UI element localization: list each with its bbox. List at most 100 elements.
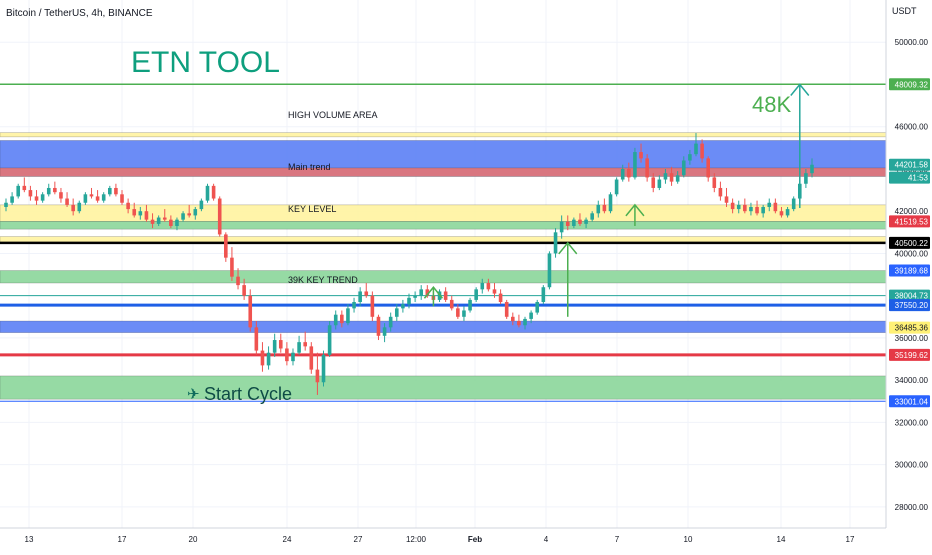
candle-body	[669, 173, 674, 182]
candle-body	[340, 314, 344, 324]
high-volume-label: HIGH VOLUME AREA	[288, 110, 378, 120]
candle	[193, 206, 198, 220]
candle	[541, 285, 546, 305]
price-label: 35199.62	[889, 348, 930, 361]
candle-body	[456, 308, 460, 317]
time-tick-label: 10	[684, 535, 693, 544]
candle-body	[810, 164, 814, 174]
candle-body	[791, 198, 796, 210]
candle-body	[101, 194, 106, 201]
candle-body	[755, 206, 759, 214]
price-label-box	[889, 348, 930, 361]
currency-unit: USDT	[892, 6, 917, 16]
arrow-head	[423, 286, 444, 299]
candle	[285, 342, 289, 366]
price-label: 38004.73	[889, 289, 930, 302]
candle-body	[217, 198, 222, 235]
candle	[627, 162, 631, 182]
arrows-layer	[423, 83, 810, 317]
candle-body	[627, 168, 631, 178]
price-label-text: 44201.58	[895, 161, 929, 170]
candle-body	[46, 187, 51, 195]
time-tick-label: 13	[25, 535, 34, 544]
price-label: 36485.36	[889, 321, 930, 334]
candle-body	[71, 204, 75, 212]
price-label-text: 41:53	[908, 174, 929, 183]
candle-body	[572, 219, 576, 226]
price-label-text: 36485.36	[895, 324, 929, 333]
candle-body	[285, 348, 289, 362]
candle	[645, 154, 649, 182]
candle	[468, 297, 472, 313]
candle	[95, 190, 100, 203]
candle	[187, 204, 191, 218]
candle	[59, 187, 63, 203]
candle-body	[761, 206, 765, 214]
candle-body	[309, 346, 314, 370]
price-label: 44201.58	[889, 158, 930, 171]
candle-body	[394, 308, 399, 317]
key-level-label: KEY LEVEL	[288, 204, 336, 214]
price-tick-label: 46000.00	[895, 123, 929, 132]
candle-body	[303, 342, 307, 347]
candle-body	[278, 340, 283, 349]
candle	[22, 177, 27, 193]
candle	[559, 215, 564, 239]
price-label-box	[889, 215, 930, 228]
candle	[303, 331, 307, 351]
candle	[547, 251, 552, 290]
candle-body	[95, 196, 100, 201]
target-arrow	[790, 83, 810, 209]
price-axis[interactable]: 28000.00 30000.00 32000.00 34000.00 36000.00…	[885, 0, 932, 550]
candle-body	[712, 177, 717, 188]
candle	[321, 350, 326, 387]
candle	[40, 192, 45, 203]
candles-layer	[4, 133, 814, 395]
candle-body	[504, 302, 509, 317]
price-label-box	[889, 158, 930, 171]
candle	[486, 278, 491, 292]
candle	[199, 198, 204, 212]
candle-body	[352, 302, 356, 309]
candle	[407, 293, 411, 309]
candle	[749, 202, 753, 216]
candle	[620, 164, 625, 182]
candle	[34, 190, 39, 205]
candle	[28, 185, 33, 201]
candle-body	[443, 291, 448, 300]
price-label: 41:53	[889, 171, 930, 184]
candle-body	[364, 291, 369, 296]
candle-body	[358, 291, 362, 303]
candle-body	[614, 179, 619, 195]
candle	[205, 183, 210, 203]
candle	[669, 166, 674, 186]
price-label: 48009.32	[889, 78, 930, 91]
candle-body	[486, 283, 491, 290]
candle	[114, 183, 118, 197]
candle-body	[150, 219, 155, 224]
candle-body	[205, 185, 210, 201]
time-axis-background	[0, 528, 932, 550]
candle	[266, 346, 271, 370]
symbol-title: Bitcoin / TetherUS, 4h, BINANCE	[6, 8, 153, 19]
pink-zone	[0, 167, 887, 177]
candle-body	[425, 289, 430, 296]
candle-body	[596, 204, 601, 214]
time-tick-label: 20	[189, 535, 198, 544]
candle	[773, 198, 778, 214]
candle	[730, 198, 735, 214]
time-axis[interactable]: 13 17 20 24 27 12:00 Feb 4 7 10 14 17	[0, 527, 932, 550]
candle	[175, 217, 179, 231]
candle-body	[547, 253, 552, 288]
candle	[120, 190, 124, 205]
candle-body	[730, 202, 735, 210]
price-tick-label: 28000.00	[895, 503, 929, 512]
candle-body	[83, 194, 88, 203]
candle	[297, 335, 301, 355]
candle	[291, 348, 295, 366]
candle-body	[291, 352, 295, 362]
candle-body	[529, 312, 533, 319]
candle-body	[639, 152, 643, 159]
